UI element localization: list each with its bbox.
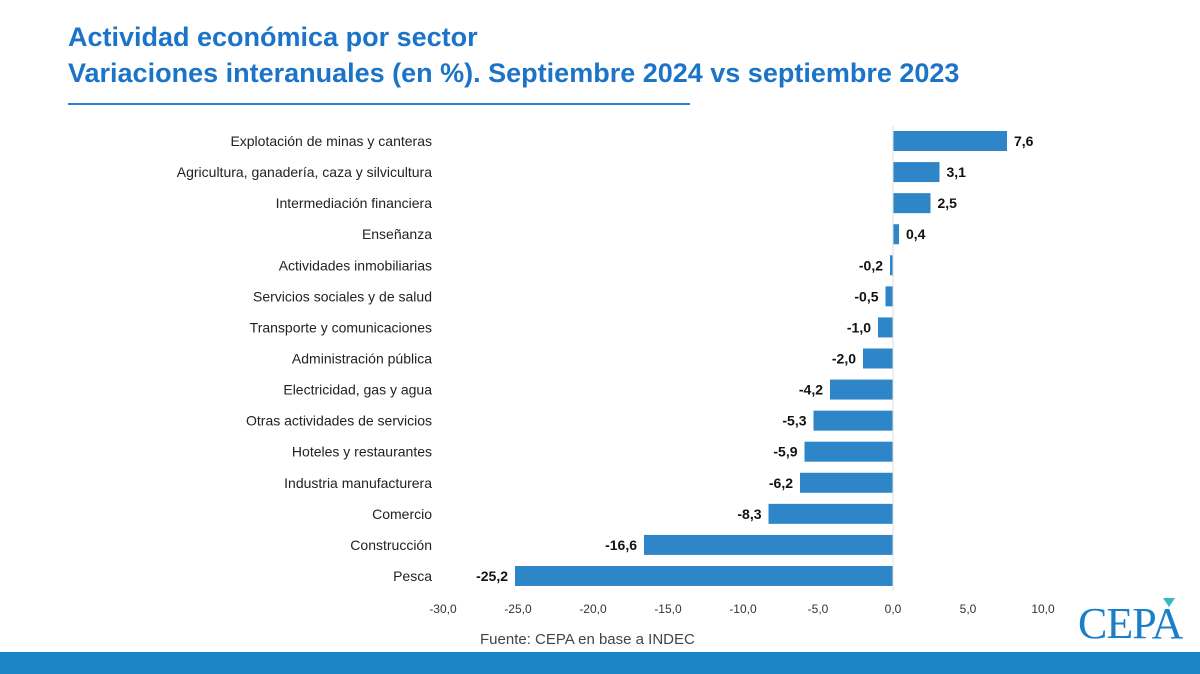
category-label: Otras actividades de servicios [246, 413, 432, 429]
category-label: Electricidad, gas y agua [283, 382, 432, 398]
data-label: -5,9 [773, 444, 797, 460]
category-label: Pesca [393, 568, 432, 584]
data-label: -0,2 [859, 257, 883, 273]
x-tick-label: -30,0 [429, 602, 457, 616]
bar [893, 131, 1007, 151]
footer-band [0, 652, 1200, 674]
data-label: -6,2 [769, 475, 793, 491]
x-tick-label: 5,0 [960, 602, 977, 616]
category-label: Transporte y comunicaciones [250, 319, 432, 335]
bar [893, 162, 940, 183]
source-note: Fuente: CEPA en base a INDEC [480, 631, 695, 648]
category-label: Administración pública [292, 350, 432, 366]
logo-triangle-icon [1163, 598, 1175, 607]
cepa-logo: CEPA [1078, 599, 1183, 648]
data-label: -2,0 [832, 350, 856, 366]
bar [804, 441, 893, 462]
bar [885, 286, 893, 307]
bar [893, 224, 899, 245]
bar [830, 379, 893, 400]
x-tick-label: 0,0 [885, 602, 902, 616]
bar [890, 255, 893, 276]
category-label: Hoteles y restaurantes [292, 444, 432, 460]
chart-title: Actividad económica por sector [68, 22, 478, 52]
bar [515, 565, 893, 586]
category-label: Servicios sociales y de salud [253, 288, 432, 304]
x-tick-label: -20,0 [579, 602, 607, 616]
data-label: -4,2 [799, 382, 823, 398]
category-label: Construcción [350, 537, 432, 553]
data-label: -5,3 [782, 413, 806, 429]
x-tick-label: -15,0 [654, 602, 682, 616]
data-label: 3,1 [947, 164, 967, 180]
x-tick-label: -5,0 [808, 602, 829, 616]
data-label: -0,5 [854, 288, 878, 304]
data-label: 7,6 [1014, 133, 1034, 149]
bar [893, 193, 931, 214]
title-divider [68, 103, 690, 105]
category-label: Comercio [372, 506, 432, 522]
bar [800, 472, 893, 493]
category-label: Explotación de minas y canteras [230, 133, 432, 149]
data-label: -16,6 [605, 537, 637, 553]
category-label: Agricultura, ganadería, caza y silvicult… [177, 164, 432, 180]
x-tick-label: -10,0 [729, 602, 757, 616]
bar [878, 317, 893, 338]
category-label: Industria manufacturera [284, 475, 432, 491]
bar [863, 348, 893, 369]
category-label: Actividades inmobiliarias [279, 257, 432, 273]
data-label: -25,2 [476, 568, 508, 584]
data-label: 0,4 [906, 226, 926, 242]
data-label: -8,3 [737, 506, 761, 522]
category-label: Intermediación financiera [276, 195, 433, 211]
category-label: Enseñanza [362, 226, 432, 242]
data-label: -1,0 [847, 319, 871, 335]
data-label: 2,5 [938, 195, 958, 211]
x-tick-label: -25,0 [504, 602, 532, 616]
bar [644, 534, 893, 555]
bar [813, 410, 893, 431]
chart-subtitle: Variaciones interanuales (en %). Septiem… [68, 58, 960, 88]
bar [768, 503, 893, 524]
x-tick-label: 10,0 [1031, 602, 1055, 616]
